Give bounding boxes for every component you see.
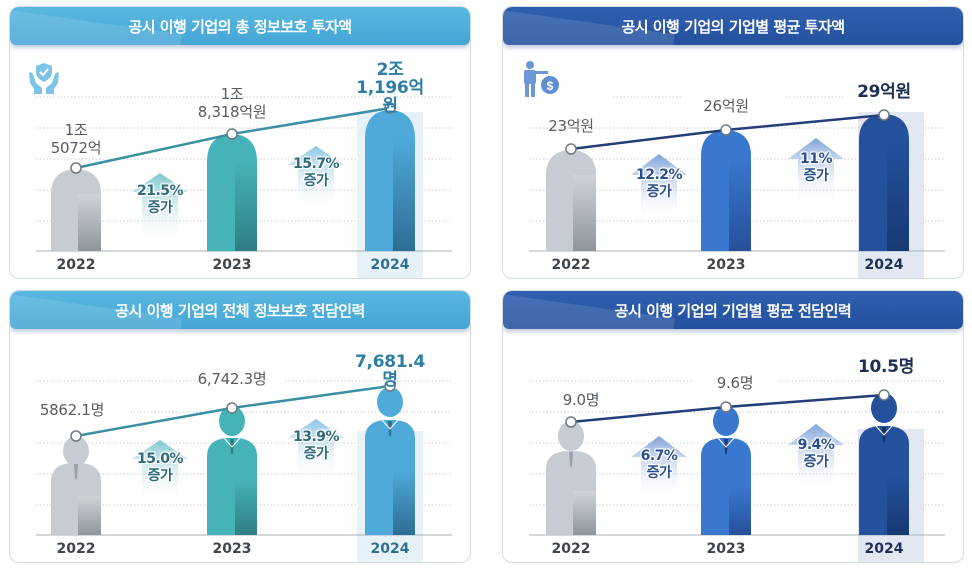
person-bar-2023: [207, 406, 257, 535]
year-label-2023: 2023: [706, 257, 746, 273]
increase-arrow-icon: [288, 419, 344, 481]
value-label-2023: 26억원: [703, 97, 749, 115]
increase-arrow-icon: [788, 424, 844, 491]
growth-badge-2023-2024: 15.7% 증가: [292, 156, 340, 189]
year-label-2024: 2024: [370, 541, 410, 557]
growth-badge-2022-2023: 15.0% 증가: [136, 451, 184, 484]
increase-arrow-icon: [288, 146, 344, 212]
panel-title: 공시 이행 기업의 전체 정보보호 전담인력: [10, 291, 470, 329]
panel-avg-investment: 공시 이행 기업의 기업별 평균 투자액: [502, 6, 964, 279]
panel-total-investment: 공시 이행 기업의 총 정보보호 투자액: [9, 6, 471, 279]
year-label-2022: 2022: [551, 541, 591, 557]
person-bar-2022: [546, 421, 596, 535]
person-bar-2023: [701, 406, 751, 535]
person-bar-2024: [859, 393, 909, 535]
increase-arrow-icon: [788, 138, 844, 205]
panel-title: 공시 이행 기업의 총 정보보호 투자액: [10, 7, 470, 45]
value-label-2023: 9.6명: [716, 374, 754, 392]
value-label-2022: 9.0명: [562, 391, 600, 409]
value-label-2024: 7,681.4명: [355, 352, 425, 390]
chart-area: [36, 96, 452, 278]
trend-markers: [70, 102, 396, 174]
increase-arrow-icon: [631, 154, 687, 223]
year-label-2023: 2023: [212, 541, 252, 557]
panel-title: 공시 이행 기업의 기업별 평균 투자액: [503, 7, 963, 45]
growth-badge-2023-2024: 11% 증가: [799, 151, 833, 184]
value-label-2024: 2조 1,196억원: [356, 60, 424, 116]
person-bar-2022: [51, 436, 101, 535]
year-label-2022: 2022: [56, 257, 96, 273]
value-label-2024: 10.5명: [857, 357, 915, 377]
panel-title: 공시 이행 기업의 기업별 평균 전담인력: [503, 291, 963, 329]
panel-total-staff: 공시 이행 기업의 전체 정보보호 전담인력: [9, 290, 471, 563]
year-label-2022: 2022: [551, 257, 591, 273]
person-bar-2024: [365, 387, 415, 535]
growth-badge-2023-2024: 13.9% 증가: [292, 429, 340, 462]
year-label-2024: 2024: [370, 257, 410, 273]
growth-badge-2023-2024: 9.4% 증가: [797, 437, 835, 470]
growth-badge-2022-2023: 21.5% 증가: [136, 183, 184, 216]
growth-badge-2022-2023: 6.7% 증가: [640, 448, 678, 481]
increase-arrow-icon: [132, 173, 188, 245]
svg-text:$: $: [547, 79, 554, 93]
panel-avg-staff: 공시 이행 기업의 기업별 평균 전담인력: [502, 290, 964, 563]
year-label-2022: 2022: [56, 541, 96, 557]
value-label-2022: 1조 5072억: [50, 121, 102, 157]
year-label-2023: 2023: [212, 257, 252, 273]
value-label-2023: 1조 8,318억원: [197, 85, 267, 121]
year-label-2024: 2024: [864, 257, 904, 273]
chart-area: [529, 380, 945, 562]
value-label-2022: 23억원: [548, 117, 594, 135]
chart-area: [36, 380, 452, 562]
increase-arrow-icon: [132, 440, 188, 503]
year-label-2023: 2023: [706, 541, 746, 557]
bar-2023: [207, 134, 257, 251]
increase-arrow-icon: [631, 436, 687, 501]
shield-hands-icon: [26, 59, 62, 95]
bar-2022: [546, 150, 596, 251]
bar-2024: [365, 110, 415, 251]
year-label-2024: 2024: [864, 541, 904, 557]
chart-area: [529, 96, 945, 278]
bar-2024: [859, 114, 909, 251]
bar-2022: [51, 169, 101, 251]
growth-badge-2022-2023: 12.2% 증가: [635, 167, 683, 200]
bar-2023: [701, 130, 751, 251]
value-label-2024: 29억원: [857, 82, 911, 102]
value-label-2023: 6,742.3명: [197, 370, 267, 388]
person-money-icon: $: [521, 59, 561, 99]
value-label-2022: 5862.1명: [39, 401, 105, 419]
